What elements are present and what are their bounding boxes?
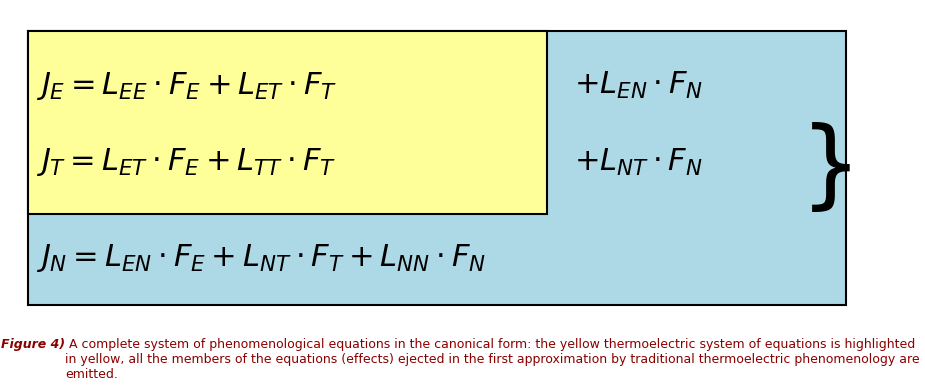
FancyBboxPatch shape <box>28 31 548 214</box>
Text: $\}$: $\}$ <box>798 121 850 215</box>
Text: $J_T = L_{ET} \cdot F_E + L_{TT} \cdot F_T$: $J_T = L_{ET} \cdot F_E + L_{TT} \cdot F… <box>36 147 337 179</box>
Text: A complete system of phenomenological equations in the canonical form: the yello: A complete system of phenomenological eq… <box>65 338 919 381</box>
Text: $J_N = L_{EN} \cdot F_E + L_{NT} \cdot F_T + L_{NN} \cdot F_N$: $J_N = L_{EN} \cdot F_E + L_{NT} \cdot F… <box>36 242 487 274</box>
FancyBboxPatch shape <box>28 31 846 305</box>
Text: $+ L_{EN} \cdot F_N$: $+ L_{EN} \cdot F_N$ <box>574 70 703 102</box>
Text: $+ L_{NT} \cdot F_N$: $+ L_{NT} \cdot F_N$ <box>574 147 702 178</box>
Text: Figure 4): Figure 4) <box>2 338 66 351</box>
Text: $J_E = L_{EE} \cdot F_E + L_{ET} \cdot F_T$: $J_E = L_{EE} \cdot F_E + L_{ET} \cdot F… <box>36 70 338 102</box>
